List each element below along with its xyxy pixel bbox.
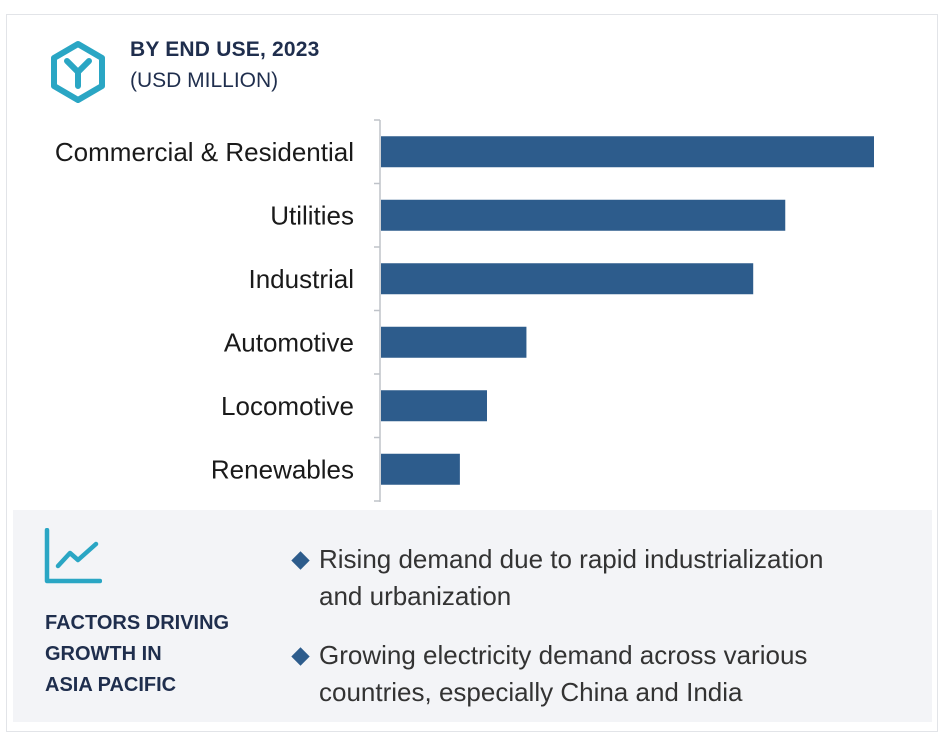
category-label: Utilities bbox=[270, 200, 354, 230]
factors-panel bbox=[13, 510, 932, 722]
category-label: Industrial bbox=[249, 264, 355, 294]
bar bbox=[381, 263, 754, 295]
bar bbox=[381, 326, 527, 358]
bar bbox=[381, 199, 786, 231]
bar-chart: Commercial & Residential Utilities Industr… bbox=[55, 119, 874, 502]
factors-heading-line: GROWTH IN bbox=[45, 643, 162, 665]
factor-bullet: Rising demand due to rapid industrializa… bbox=[291, 541, 892, 615]
chart-title: BY END USE, 2023 bbox=[130, 38, 320, 61]
diamond-bullet-icon bbox=[291, 551, 310, 570]
bar bbox=[381, 390, 487, 422]
diamond-bullet-icon bbox=[291, 647, 310, 666]
factor-text-line: Rising demand due to rapid industrializa… bbox=[319, 544, 824, 574]
factor-bullet: Growing electricity demand across variou… bbox=[291, 637, 892, 711]
factors-heading-line: ASIA PACIFIC bbox=[45, 674, 177, 696]
factor-text-line: countries, especially China and India bbox=[319, 677, 743, 707]
category-label: Commercial & Residential bbox=[55, 137, 354, 167]
hexagon-y-icon bbox=[51, 41, 105, 103]
line-chart-icon bbox=[44, 528, 102, 584]
factors-heading-line: FACTORS DRIVING bbox=[45, 612, 230, 634]
category-label: Automotive bbox=[224, 327, 354, 357]
factor-text: Growing electricity demand across variou… bbox=[319, 637, 892, 711]
bar bbox=[381, 453, 460, 485]
category-label: Renewables bbox=[211, 454, 354, 484]
category-label: Locomotive bbox=[221, 391, 354, 421]
bar bbox=[381, 136, 874, 168]
factors-heading: FACTORS DRIVING GROWTH IN ASIA PACIFIC bbox=[45, 608, 275, 701]
chart-subtitle: (USD MILLION) bbox=[130, 69, 279, 92]
factor-text: Rising demand due to rapid industrializa… bbox=[319, 541, 892, 615]
factor-text-line: Growing electricity demand across variou… bbox=[319, 640, 808, 670]
factor-text-line: and urbanization bbox=[319, 581, 512, 611]
